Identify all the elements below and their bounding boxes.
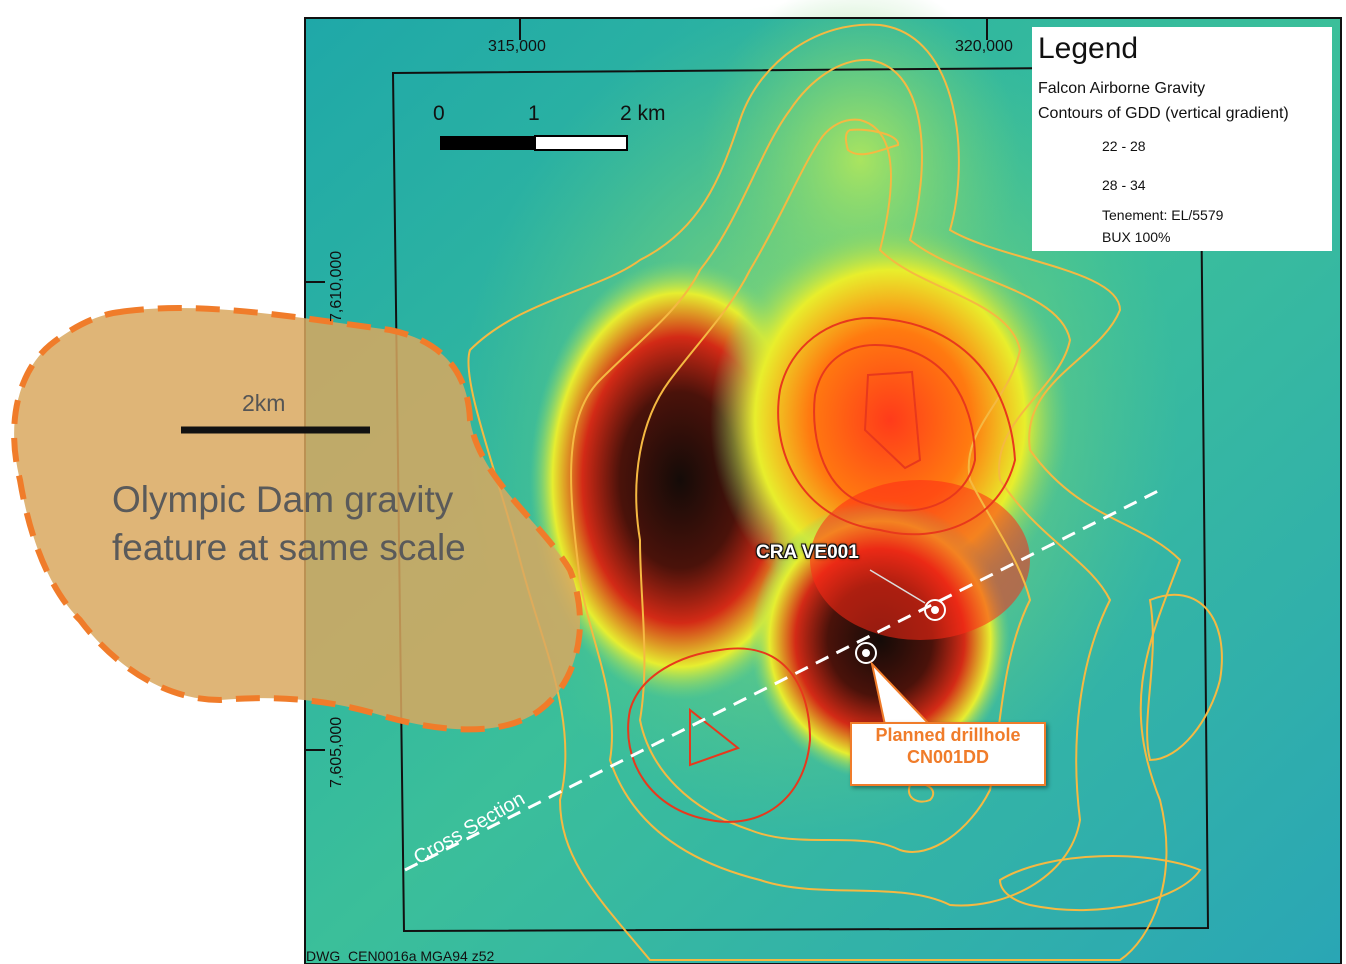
- easting-315000: 315,000: [488, 38, 546, 55]
- contours-22-28: [467, 23, 1223, 961]
- scale-bar-white: [534, 135, 628, 151]
- legend-item-28-34: 28 - 34: [1102, 177, 1146, 193]
- scale-label-1: 1: [528, 102, 540, 125]
- planned-drillhole-callout: Planned drillhole CN001DD: [850, 722, 1046, 786]
- olympic-dam-caption-line1: Olympic Dam gravity: [112, 479, 454, 520]
- olympic-dam-caption: Olympic Dam gravity feature at same scal…: [112, 476, 532, 572]
- legend-panel: [1032, 27, 1332, 251]
- drawing-reference: DWG_CEN0016a MGA94 z52: [306, 948, 495, 964]
- contours-28-34: [627, 316, 1017, 823]
- olympic-dam-caption-line2: feature at same scale: [112, 527, 466, 568]
- legend-subtitle-2: Contours of GDD (vertical gradient): [1038, 105, 1289, 122]
- northing-7610000: 7,610,000: [328, 250, 345, 322]
- legend-item-tenement-owner: BUX 100%: [1102, 229, 1171, 245]
- planned-drillhole-line1: Planned drillhole: [875, 725, 1021, 745]
- legend-subtitle-1: Falcon Airborne Gravity: [1038, 80, 1206, 97]
- cross-section-line: [404, 488, 1161, 872]
- northing-7605000: 7,605,000: [328, 716, 345, 788]
- scale-label-2: 2 km: [620, 102, 666, 125]
- planned-drillhole-line2: CN001DD: [906, 747, 990, 767]
- legend-title: Legend: [1038, 32, 1139, 65]
- legend-item-22-28: 22 - 28: [1102, 138, 1146, 154]
- easting-320000: 320,000: [955, 38, 1013, 55]
- olympic-dam-scale-label: 2km: [242, 390, 286, 416]
- scale-bar-black: [440, 136, 535, 150]
- olympic-dam-outline: [11, 305, 583, 733]
- drillhole-planned: [855, 642, 877, 664]
- drillhole-existing: [924, 599, 946, 621]
- scale-label-0: 0: [433, 102, 445, 125]
- legend-item-tenement: Tenement: EL/5579: [1102, 207, 1224, 223]
- existing-drillhole-label: CRA VE001: [756, 542, 859, 563]
